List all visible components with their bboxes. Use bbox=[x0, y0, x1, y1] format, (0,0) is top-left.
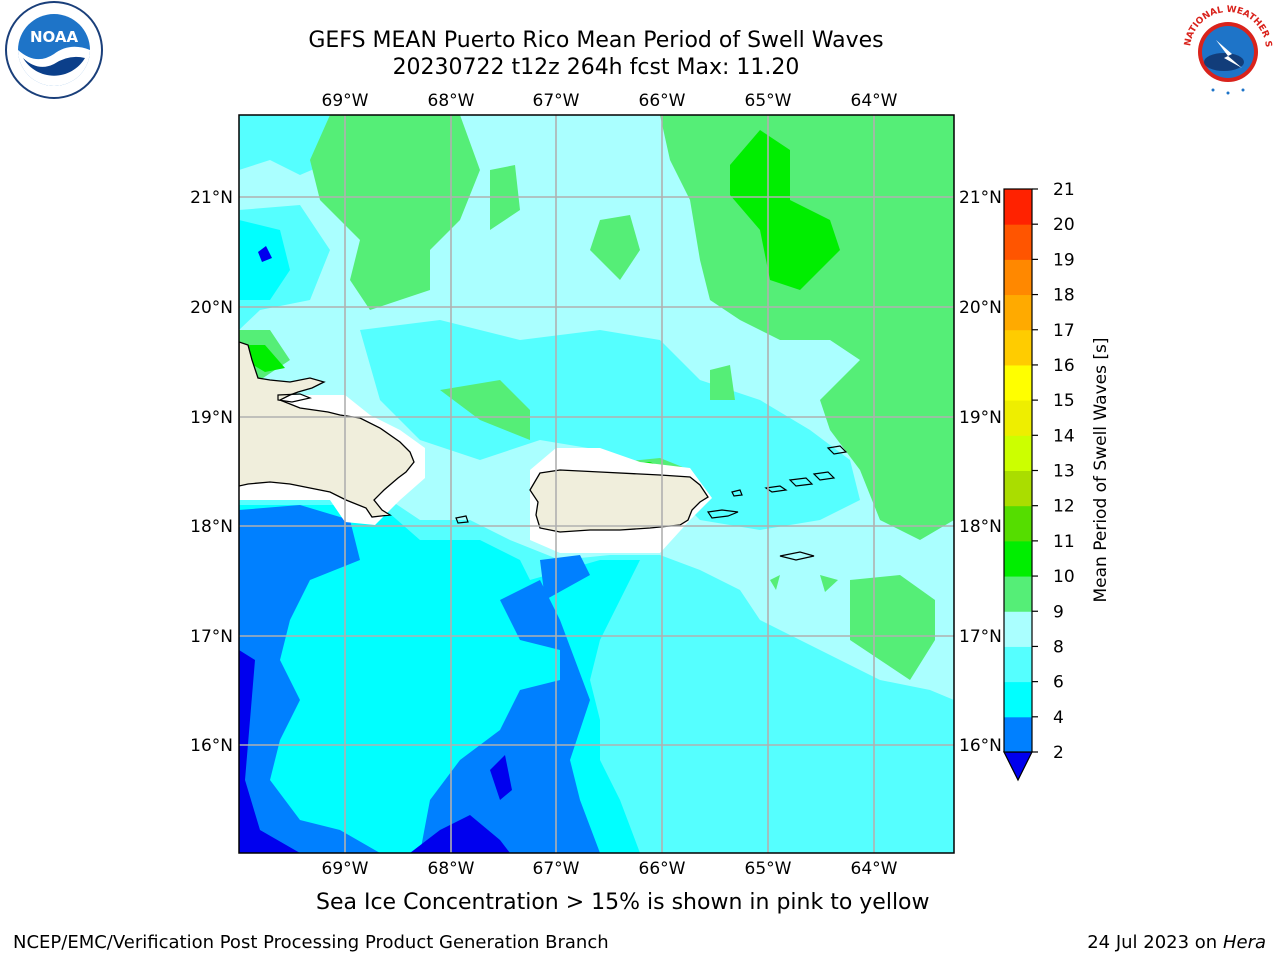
latitude-label: 20°N bbox=[959, 298, 1002, 318]
colorbar-tick-label: 8 bbox=[1053, 637, 1064, 657]
colorbar-tick-label: 2 bbox=[1053, 743, 1064, 763]
longitude-label: 69°W bbox=[322, 91, 369, 111]
colorbar-segment bbox=[1004, 470, 1032, 507]
colorbar-tick-label: 16 bbox=[1053, 356, 1075, 376]
sea-ice-note: Sea Ice Concentration > 15% is shown in … bbox=[316, 890, 930, 915]
colorbar-tick-label: 14 bbox=[1053, 426, 1075, 446]
colorbar-tick-label: 11 bbox=[1053, 532, 1075, 552]
graticule bbox=[239, 115, 954, 853]
colorbar-segment bbox=[1004, 611, 1032, 647]
latitude-label: 17°N bbox=[959, 627, 1002, 647]
colorbar-segment bbox=[1004, 329, 1032, 366]
latitude-label: 19°N bbox=[190, 408, 233, 428]
map-title: GEFS MEAN Puerto Rico Mean Period of Swe… bbox=[308, 28, 884, 53]
colorbar-tick-label: 18 bbox=[1053, 286, 1075, 306]
colorbar-extend-min bbox=[1003, 751, 1033, 782]
map-subtitle: 20230722 t12z 264h fcst Max: 11.20 bbox=[392, 55, 800, 80]
colorbar-segment bbox=[1004, 576, 1032, 612]
longitude-label: 68°W bbox=[428, 859, 475, 879]
colorbar-segment bbox=[1004, 364, 1032, 401]
date-text: 24 Jul 2023 on bbox=[1087, 932, 1223, 953]
longitude-label: 68°W bbox=[428, 91, 475, 111]
longitude-label: 65°W bbox=[745, 91, 792, 111]
map-plot-area bbox=[239, 115, 954, 853]
date-note: 24 Jul 2023 on Hera bbox=[1087, 932, 1266, 953]
swell-field-7-8 bbox=[360, 320, 860, 530]
latitude-label: 16°N bbox=[959, 736, 1002, 756]
colorbar-tick-label: 21 bbox=[1053, 180, 1075, 200]
colorbar-segment bbox=[1004, 189, 1032, 225]
longitude-label: 67°W bbox=[533, 859, 580, 879]
latitude-label: 18°N bbox=[959, 517, 1002, 537]
swell-field-10-11 bbox=[245, 130, 840, 472]
puerto-rico-land bbox=[529, 469, 709, 533]
colorbar-segment bbox=[1004, 259, 1032, 296]
nws-logo: NATIONAL WEATHER SERVICE bbox=[1178, 0, 1275, 97]
colorbar-tick-label: 4 bbox=[1053, 708, 1064, 728]
latitude-label: 17°N bbox=[190, 627, 233, 647]
longitude-label: 69°W bbox=[322, 859, 369, 879]
colorbar-segment bbox=[1004, 681, 1032, 718]
colorbar-tick-label: 19 bbox=[1053, 250, 1075, 270]
colorbar-tick-label: 12 bbox=[1053, 497, 1075, 517]
latitude-label: 21°N bbox=[959, 188, 1002, 208]
longitude-label: 66°W bbox=[639, 859, 686, 879]
longitude-label: 65°W bbox=[745, 859, 792, 879]
colorbar-segment bbox=[1004, 294, 1032, 331]
colorbar-label: Mean Period of Swell Waves [s] bbox=[1091, 338, 1111, 603]
colorbar-segment bbox=[1004, 716, 1032, 753]
longitude-label: 66°W bbox=[639, 91, 686, 111]
credit-line: NCEP/EMC/Verification Post Processing Pr… bbox=[13, 932, 609, 953]
latitude-labels-left: 21°N 20°N 19°N 18°N 17°N 16°N bbox=[190, 188, 233, 756]
virgin-islands bbox=[277, 393, 848, 561]
latitude-label: 19°N bbox=[959, 408, 1002, 428]
latitude-label: 20°N bbox=[190, 298, 233, 318]
noaa-logo-text: NOAA bbox=[30, 28, 79, 46]
colorbar-tick-label: 6 bbox=[1053, 673, 1064, 693]
hispaniola-land bbox=[239, 341, 415, 518]
swell-field-4-6 bbox=[239, 505, 600, 853]
longitude-labels-bottom: 69°W 68°W 67°W 66°W 65°W 64°W bbox=[322, 859, 898, 879]
colorbar-segment bbox=[1004, 540, 1032, 577]
colorbar-segment bbox=[1004, 224, 1032, 260]
noaa-logo: NOAA bbox=[5, 1, 103, 99]
map-frame bbox=[238, 114, 955, 854]
colorbar-segment bbox=[1004, 435, 1032, 471]
colorbar-tick-label: 15 bbox=[1053, 391, 1075, 411]
latitude-label: 16°N bbox=[190, 736, 233, 756]
colorbar-segment bbox=[1004, 646, 1032, 683]
colorbar-tick-label: 13 bbox=[1053, 462, 1075, 482]
colorbar-tick-label: 20 bbox=[1053, 215, 1075, 235]
colorbar-tick-label: 10 bbox=[1053, 567, 1075, 587]
colorbar-segment bbox=[1004, 400, 1032, 436]
longitude-label: 67°W bbox=[533, 91, 580, 111]
longitude-label: 64°W bbox=[851, 91, 898, 111]
host-name: Hera bbox=[1222, 932, 1266, 953]
latitude-label: 21°N bbox=[190, 188, 233, 208]
colorbar-tick-label: 9 bbox=[1053, 602, 1064, 622]
latitude-label: 18°N bbox=[190, 517, 233, 537]
longitude-labels-top: 69°W 68°W 67°W 66°W 65°W 64°W bbox=[322, 91, 898, 111]
colorbar-tick-label: 17 bbox=[1053, 321, 1075, 341]
longitude-label: 64°W bbox=[851, 859, 898, 879]
colorbar-segment bbox=[1004, 505, 1032, 542]
colorbar: 2 4 6 8 9 10 11 12 13 14 15 16 17 18 19 20 21 bbox=[1003, 180, 1075, 782]
latitude-labels-right: 21°N 20°N 19°N 18°N 17°N 16°N bbox=[959, 188, 1002, 756]
